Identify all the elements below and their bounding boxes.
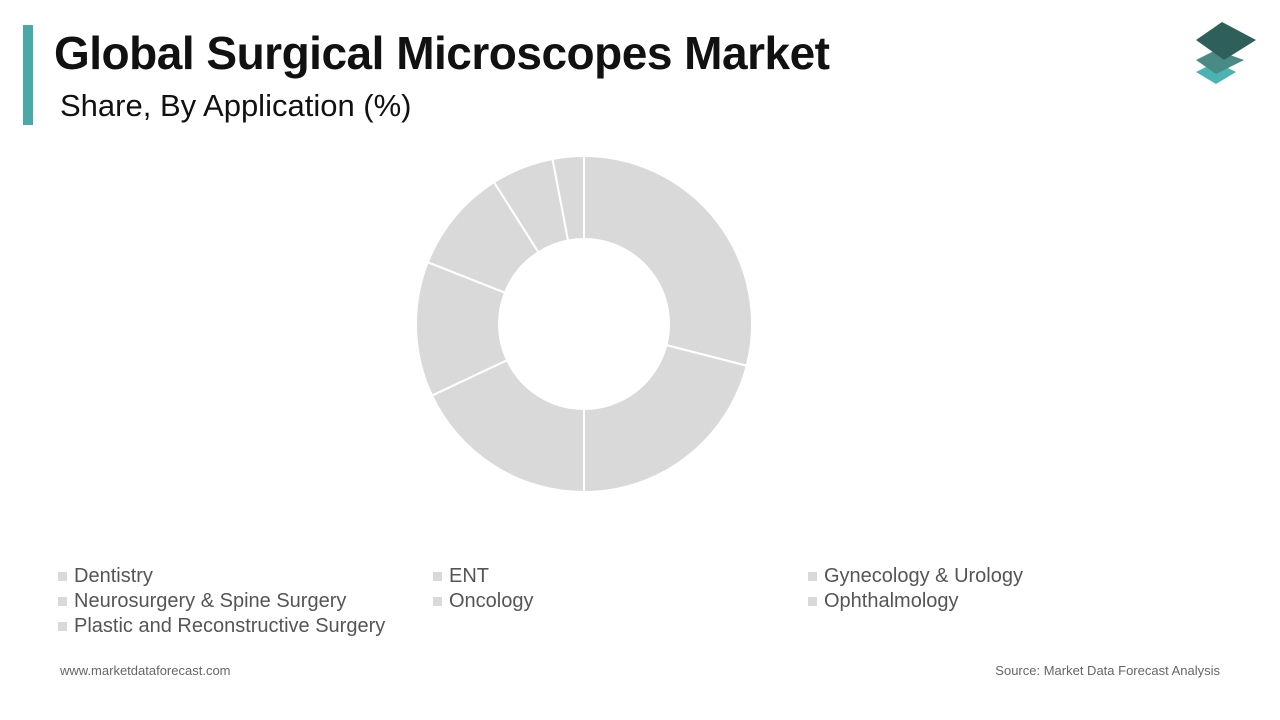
legend-item: ENT <box>433 565 808 587</box>
title-accent-bar <box>23 25 33 125</box>
legend-label: Plastic and Reconstructive Surgery <box>74 614 386 637</box>
legend-swatch <box>808 571 817 581</box>
donut-slice-dentistry <box>583 154 753 367</box>
source-footer: Source: Market Data Forecast Analysis <box>995 663 1220 678</box>
legend-label: Gynecology & Urology <box>824 564 1023 587</box>
legend-swatch <box>58 621 67 631</box>
legend-swatch <box>58 571 67 581</box>
legend-item: Neurosurgery & Spine Surgery <box>58 590 433 612</box>
website-footer: www.marketdataforecast.com <box>60 663 231 678</box>
legend-item: Ophthalmology <box>808 590 1183 612</box>
legend-swatch <box>58 596 67 606</box>
legend-item: Dentistry <box>58 565 433 587</box>
legend-label: Neurosurgery & Spine Surgery <box>74 589 347 612</box>
donut-slice-plastic-and-reconstructive-surgery <box>551 154 585 242</box>
chart-title: Global Surgical Microscopes Market <box>54 27 830 79</box>
legend-label: Oncology <box>449 589 534 612</box>
legend-swatch <box>808 596 817 606</box>
legend-item: Plastic and Reconstructive Surgery <box>58 615 433 637</box>
legend-item: Gynecology & Urology <box>808 565 1183 587</box>
legend-swatch <box>433 571 442 581</box>
stacked-layers-icon <box>1196 22 1256 84</box>
legend-label: Ophthalmology <box>824 589 959 612</box>
donut-slice-gynecology-urology <box>430 358 585 494</box>
legend-label: Dentistry <box>74 564 153 587</box>
legend-label: ENT <box>449 564 489 587</box>
legend-swatch <box>433 596 442 606</box>
legend-item: Oncology <box>433 590 808 612</box>
chart-subtitle: Share, By Application (%) <box>60 88 412 123</box>
chart-legend: Dentistry ENT Gynecology & Urology Neurosur… <box>58 565 1228 637</box>
donut-slice-ent <box>583 343 748 494</box>
